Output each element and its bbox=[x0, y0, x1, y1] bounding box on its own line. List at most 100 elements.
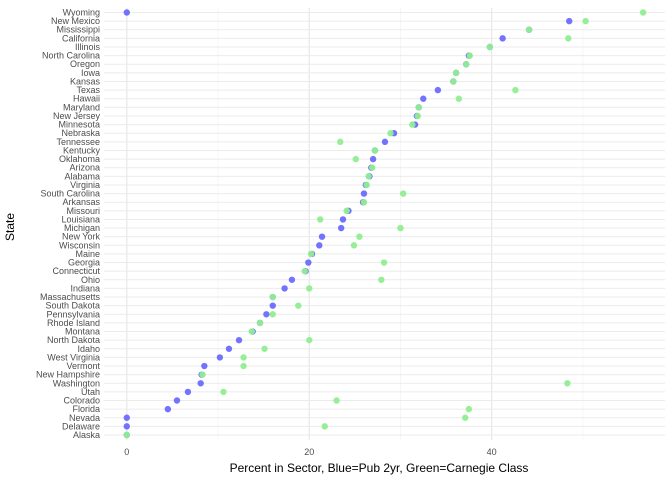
x-tick-label: 0 bbox=[124, 447, 129, 457]
green-point bbox=[450, 78, 457, 85]
green-point bbox=[409, 121, 416, 128]
y-tick-label: Michigan bbox=[64, 223, 100, 233]
green-point bbox=[368, 164, 376, 171]
green-point bbox=[356, 233, 363, 240]
y-tick-label: Virginia bbox=[70, 180, 100, 190]
y-tick-label: South Carolina bbox=[40, 189, 100, 199]
green-point bbox=[565, 35, 572, 42]
green-point bbox=[301, 267, 308, 275]
gridlines bbox=[104, 8, 665, 440]
y-tick-label: Wisconsin bbox=[59, 240, 100, 250]
green-point bbox=[316, 216, 324, 223]
y-tick-label: Georgia bbox=[68, 258, 100, 268]
y-tick-label: North Dakota bbox=[47, 335, 100, 345]
y-tick-label: Nevada bbox=[69, 413, 100, 423]
blue-point bbox=[225, 345, 233, 352]
blue-point bbox=[499, 35, 506, 42]
blue-point bbox=[197, 380, 204, 387]
green-point bbox=[360, 198, 368, 206]
y-tick-label: Arkansas bbox=[62, 197, 100, 207]
y-tick-label: Alabama bbox=[64, 171, 100, 181]
y-tick-label: Nebraska bbox=[61, 128, 100, 138]
y-tick-label: North Carolina bbox=[42, 51, 100, 61]
blue-point bbox=[360, 190, 368, 197]
y-tick-label: Delaware bbox=[62, 421, 100, 431]
blue-point bbox=[263, 311, 270, 318]
y-tick-label: Massachusetts bbox=[40, 292, 101, 302]
green-point bbox=[378, 276, 385, 283]
blue-point bbox=[281, 285, 288, 292]
x-axis-title: Percent in Sector, Blue=Pub 2yr, Green=C… bbox=[230, 461, 529, 475]
green-point bbox=[415, 104, 422, 111]
y-tick-label: New Jersey bbox=[53, 111, 101, 121]
green-point bbox=[380, 259, 388, 266]
y-tick-label: New Mexico bbox=[51, 16, 100, 26]
green-point bbox=[295, 302, 302, 309]
green-point bbox=[343, 207, 350, 215]
green-point bbox=[199, 371, 206, 378]
blue-point bbox=[305, 259, 312, 266]
green-point bbox=[307, 250, 315, 258]
green-point bbox=[306, 336, 313, 344]
blue-point bbox=[201, 362, 208, 370]
y-tick-labels: AlaskaDelawareNevadaFloridaColoradoUtahW… bbox=[36, 8, 101, 441]
green-point bbox=[582, 17, 589, 25]
green-point bbox=[240, 354, 247, 361]
y-tick-label: Hawaii bbox=[73, 94, 100, 104]
y-tick-label: Rhode Island bbox=[47, 318, 100, 328]
blue-point bbox=[420, 95, 427, 102]
x-tick-label: 20 bbox=[304, 447, 314, 457]
data-points bbox=[123, 9, 647, 439]
blue-point bbox=[123, 414, 131, 421]
green-point bbox=[337, 138, 344, 146]
y-tick-label: Vermont bbox=[66, 361, 100, 371]
green-point bbox=[400, 190, 407, 197]
y-tick-label: Kentucky bbox=[63, 145, 101, 155]
y-tick-label: Montana bbox=[65, 327, 100, 337]
green-point bbox=[261, 345, 268, 352]
y-tick-label: Florida bbox=[72, 404, 100, 414]
green-point bbox=[123, 431, 131, 439]
green-point bbox=[397, 224, 404, 232]
blue-point bbox=[337, 224, 345, 232]
y-tick-label: Minnesota bbox=[58, 120, 100, 130]
green-point bbox=[414, 112, 421, 120]
blue-point bbox=[216, 354, 224, 361]
green-point bbox=[486, 43, 494, 51]
blue-point bbox=[318, 233, 326, 240]
blue-point bbox=[381, 138, 389, 146]
green-point bbox=[462, 414, 469, 421]
y-tick-label: West Virginia bbox=[47, 352, 100, 362]
green-point bbox=[333, 397, 340, 404]
green-point bbox=[466, 52, 473, 59]
green-point bbox=[352, 155, 359, 163]
y-tick-label: Washington bbox=[53, 378, 100, 388]
green-point bbox=[240, 362, 247, 370]
y-tick-label: Utah bbox=[81, 387, 100, 397]
green-point bbox=[462, 61, 470, 68]
green-point bbox=[256, 319, 264, 327]
blue-point bbox=[123, 9, 131, 16]
green-point bbox=[269, 293, 276, 301]
y-tick-label: Maryland bbox=[63, 102, 100, 112]
y-tick-label: Colorado bbox=[63, 396, 100, 406]
blue-point bbox=[566, 17, 573, 25]
y-tick-label: Missouri bbox=[66, 206, 100, 216]
green-point bbox=[269, 311, 276, 318]
blue-point bbox=[316, 242, 323, 249]
green-point bbox=[512, 86, 519, 94]
y-tick-label: Maine bbox=[75, 249, 100, 259]
green-point bbox=[363, 181, 370, 189]
y-tick-label: California bbox=[62, 33, 100, 43]
blue-point bbox=[269, 302, 276, 309]
y-tick-label: Mississippi bbox=[56, 25, 100, 35]
green-point bbox=[350, 242, 358, 249]
y-tick-label: New York bbox=[62, 232, 101, 242]
green-point bbox=[452, 69, 460, 77]
blue-point bbox=[184, 388, 192, 396]
x-tick-labels: 0 20 40 bbox=[124, 447, 496, 457]
blue-point bbox=[288, 276, 296, 283]
y-tick-label: Oregon bbox=[70, 59, 100, 69]
